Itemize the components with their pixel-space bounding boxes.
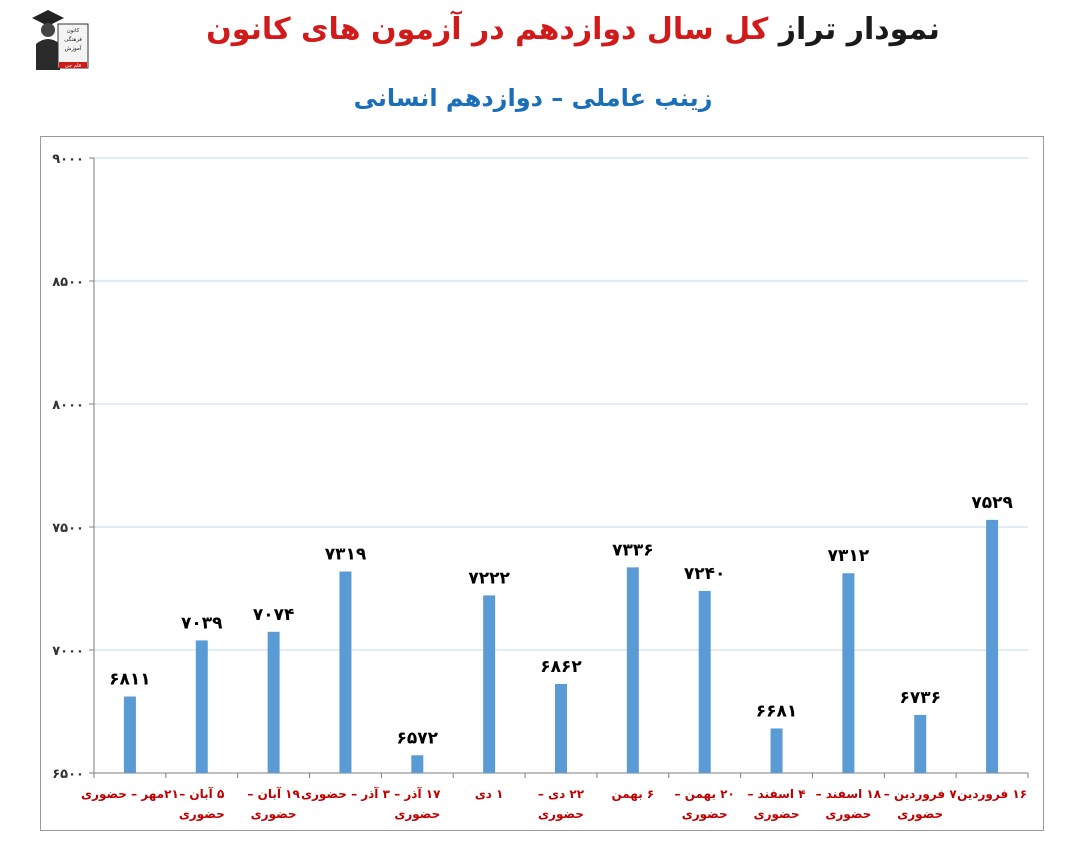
bar (411, 755, 424, 773)
graduate-icon: کانون فرهنگی آموزش قلم چی (32, 10, 89, 70)
data-label: ۷۰۳۹ (181, 613, 223, 633)
data-label: ۶۵۷۲ (397, 728, 439, 748)
logo-line: کانون (67, 27, 80, 34)
data-label: ۶۸۱۱ (109, 669, 151, 689)
category-label: حضوری (394, 807, 440, 822)
data-label: ۷۵۲۹ (971, 493, 1013, 513)
data-label: ۷۲۲۲ (468, 568, 510, 588)
title-part-red: کل سال دوازدهم در آزمون های کانون (206, 12, 769, 47)
category-label: ۱ دی (475, 787, 504, 801)
bar (339, 571, 352, 773)
bar (986, 519, 999, 773)
bar (770, 728, 783, 773)
bar (123, 696, 136, 773)
bar (195, 640, 208, 773)
category-label: ۴ اسفند – (747, 787, 805, 801)
bar (267, 631, 280, 773)
category-label: حضوری (897, 807, 943, 822)
category-label: ۷ فروردین – (884, 787, 958, 802)
category-label: ۵ آبان – (179, 786, 224, 801)
category-label: ۳ آذر – حضوری (301, 786, 391, 802)
bar (555, 683, 567, 773)
data-label: ۷۳۱۹ (325, 545, 367, 565)
category-label: ۱۶ فروردین (957, 787, 1027, 802)
data-label: ۷۲۴۰ (684, 564, 726, 584)
category-label: حضوری (251, 807, 297, 822)
category-label: حضوری (179, 807, 225, 822)
data-label: ۷۳۱۲ (828, 546, 870, 566)
bar (914, 714, 927, 773)
bar (483, 595, 496, 773)
category-label: ۲۲ دی – (538, 787, 585, 801)
category-label: ۲۱مهر – حضوری (81, 787, 179, 802)
y-tick-label: ۹۰۰۰ (52, 152, 84, 167)
data-label: ۶۷۳۶ (899, 688, 941, 708)
category-label: ۶ بهمن (611, 787, 654, 801)
bar (698, 590, 711, 773)
logo: کانون فرهنگی آموزش قلم چی (28, 6, 92, 72)
data-label: ۶۶۸۱ (756, 701, 798, 721)
data-label: ۷۳۳۶ (612, 540, 654, 560)
category-label: حضوری (754, 807, 800, 822)
y-tick-label: ۸۵۰۰ (52, 275, 84, 290)
chart-title: نمودار تراز کل سال دوازدهم در آزمون های … (120, 12, 1026, 47)
category-label: ۱۹ آبان – (247, 786, 300, 801)
category-label: حضوری (538, 807, 584, 822)
category-label: ۲۰ بهمن – (675, 787, 735, 801)
category-label: ۱۷ آذر – (394, 786, 441, 801)
logo-line: قلم چی (65, 63, 82, 69)
chart-subtitle: زینب عاملی – دوازدهم انسانی (353, 84, 713, 112)
data-label: ۷۰۷۴ (253, 605, 295, 625)
y-tick-label: ۶۵۰۰ (52, 767, 84, 782)
bar (842, 573, 855, 773)
chart-frame (40, 136, 1044, 831)
y-tick-label: ۸۰۰۰ (52, 398, 84, 413)
category-label: حضوری (682, 807, 728, 822)
logo-line: آموزش (65, 45, 82, 52)
data-label: ۶۸۶۲ (540, 657, 582, 677)
category-label: حضوری (825, 807, 871, 822)
title-part-dark: نمودار تراز (778, 12, 940, 47)
y-tick-label: ۷۵۰۰ (52, 521, 84, 536)
y-tick-label: ۷۰۰۰ (52, 644, 84, 659)
category-label: ۱۸ اسفند – (816, 787, 882, 801)
logo-line: فرهنگی (64, 36, 82, 43)
bar (626, 567, 639, 773)
